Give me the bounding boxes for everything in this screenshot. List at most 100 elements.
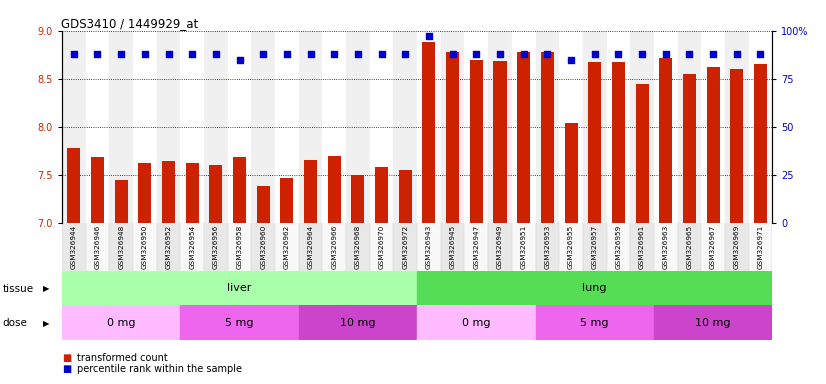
Bar: [730, 69, 743, 223]
Text: GSM326953: GSM326953: [544, 225, 550, 269]
Text: 5 mg: 5 mg: [225, 318, 254, 328]
Point: [683, 51, 696, 57]
Text: GSM326958: GSM326958: [236, 225, 243, 269]
Bar: [162, 161, 175, 223]
Point: [635, 51, 648, 57]
Text: GSM326969: GSM326969: [733, 225, 740, 269]
Bar: [417, 271, 772, 305]
Bar: [417, 31, 441, 223]
Bar: [86, 223, 109, 271]
Text: GSM326959: GSM326959: [615, 225, 621, 269]
Bar: [517, 52, 530, 223]
Point: [162, 51, 175, 57]
Bar: [157, 223, 180, 271]
Bar: [370, 223, 393, 271]
Text: 0 mg: 0 mg: [462, 318, 491, 328]
Text: GSM326957: GSM326957: [591, 225, 598, 269]
Point: [375, 51, 388, 57]
Bar: [138, 163, 151, 223]
Bar: [109, 31, 133, 223]
Bar: [257, 186, 270, 223]
Bar: [512, 31, 535, 223]
Point: [138, 51, 151, 57]
Bar: [583, 31, 606, 223]
Point: [209, 51, 222, 57]
Bar: [67, 148, 80, 223]
Bar: [275, 31, 299, 223]
Bar: [346, 31, 370, 223]
Bar: [91, 157, 104, 223]
Text: GSM326955: GSM326955: [568, 225, 574, 269]
Text: dose: dose: [2, 318, 27, 328]
Point: [446, 51, 459, 57]
Bar: [417, 223, 441, 271]
Text: GSM326946: GSM326946: [94, 225, 101, 269]
Text: GSM326961: GSM326961: [639, 225, 645, 269]
Bar: [612, 63, 625, 223]
Point: [399, 51, 412, 57]
Bar: [209, 165, 222, 223]
Text: GSM326965: GSM326965: [686, 225, 692, 269]
Bar: [180, 31, 204, 223]
Point: [280, 51, 293, 57]
Point: [67, 51, 80, 57]
Bar: [654, 223, 677, 271]
Bar: [464, 223, 488, 271]
Text: 5 mg: 5 mg: [581, 318, 609, 328]
Bar: [370, 31, 393, 223]
Bar: [299, 223, 322, 271]
Text: ■: ■: [62, 353, 71, 363]
Bar: [677, 31, 701, 223]
Bar: [204, 31, 228, 223]
Point: [233, 56, 246, 63]
Bar: [280, 178, 293, 223]
Bar: [583, 223, 606, 271]
Bar: [157, 31, 180, 223]
Bar: [606, 223, 630, 271]
Bar: [399, 170, 412, 223]
Bar: [180, 223, 204, 271]
Bar: [62, 305, 180, 340]
Bar: [725, 31, 748, 223]
Bar: [659, 58, 672, 223]
Bar: [488, 223, 512, 271]
Bar: [115, 180, 128, 223]
Text: GSM326948: GSM326948: [118, 225, 124, 269]
Bar: [328, 156, 341, 223]
Text: GSM326949: GSM326949: [497, 225, 503, 269]
Bar: [748, 31, 772, 223]
Bar: [701, 31, 725, 223]
Bar: [299, 305, 417, 340]
Text: GSM326967: GSM326967: [710, 225, 716, 269]
Text: GSM326944: GSM326944: [71, 225, 77, 269]
Point: [612, 51, 625, 57]
Bar: [706, 67, 719, 223]
Bar: [109, 223, 133, 271]
Bar: [535, 305, 654, 340]
Text: GSM326960: GSM326960: [260, 225, 266, 269]
Bar: [299, 31, 322, 223]
Text: transformed count: transformed count: [77, 353, 168, 363]
Text: ▶: ▶: [43, 319, 50, 328]
Text: GSM326943: GSM326943: [426, 225, 432, 269]
Bar: [635, 84, 648, 223]
Text: GSM326963: GSM326963: [662, 225, 669, 269]
Bar: [133, 31, 157, 223]
Text: GSM326952: GSM326952: [165, 225, 172, 269]
Text: GSM326945: GSM326945: [449, 225, 456, 269]
Point: [730, 51, 743, 57]
Bar: [417, 305, 535, 340]
Point: [706, 51, 719, 57]
Point: [304, 51, 317, 57]
Text: GSM326964: GSM326964: [307, 225, 314, 269]
Text: GSM326947: GSM326947: [473, 225, 479, 269]
Bar: [393, 223, 417, 271]
Bar: [204, 223, 228, 271]
Point: [186, 51, 199, 57]
Bar: [62, 31, 86, 223]
Point: [351, 51, 364, 57]
Bar: [559, 31, 583, 223]
Bar: [304, 161, 317, 223]
Text: percentile rank within the sample: percentile rank within the sample: [77, 364, 242, 374]
Text: GSM326971: GSM326971: [757, 225, 763, 269]
